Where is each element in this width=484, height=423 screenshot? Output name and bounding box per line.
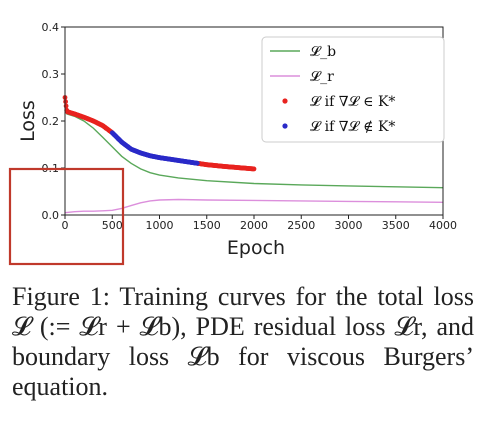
legend-marker xyxy=(282,123,288,129)
legend-label: 𝓛_r xyxy=(310,69,334,85)
y-tick-label: 0.0 xyxy=(42,209,60,222)
series-l-b xyxy=(64,97,444,189)
x-tick-label: 2000 xyxy=(240,219,268,232)
x-tick-label: 4000 xyxy=(429,219,457,232)
caption-text: Figure 1: Training curves for the total … xyxy=(12,282,474,401)
legend-label: 𝓛 if ∇𝓛 ∉ K* xyxy=(310,119,395,135)
x-tick-label: 3500 xyxy=(382,219,410,232)
x-tick-label: 1000 xyxy=(146,219,174,232)
series-l-if-grad-not-in-k- xyxy=(109,130,200,166)
series-line xyxy=(64,198,444,214)
legend-box xyxy=(261,36,445,143)
data-point xyxy=(63,99,68,105)
y-tick-label: 0.3 xyxy=(42,68,60,81)
x-tick-label: 0 xyxy=(62,219,69,232)
legend-label: 𝓛_b xyxy=(310,44,336,60)
legend-label: 𝓛 if ∇𝓛 ∈ K* xyxy=(310,94,395,110)
figure-caption: Figure 1: Training curves for the total … xyxy=(12,282,474,402)
x-tick-label: 500 xyxy=(102,219,123,232)
y-tick-label: 0.2 xyxy=(42,115,60,128)
chart: 0 500 1000 1500 2000 2500 3000 3500 40000.00.10.… xyxy=(8,21,458,266)
y-tick-label: 0.4 xyxy=(42,21,60,34)
data-point xyxy=(63,103,69,109)
highlight-box xyxy=(8,167,125,266)
data-point xyxy=(194,160,200,166)
plot-area xyxy=(62,95,444,214)
x-axis-label: Epoch xyxy=(227,237,285,259)
legend-marker xyxy=(282,98,288,104)
series-line xyxy=(64,97,444,189)
axes: 0 500 1000 1500 2000 2500 3000 3500 40000.00.10.… xyxy=(42,21,458,232)
legend: 𝓛_b 𝓛_r 𝓛 if ∇𝓛 ∈ K* 𝓛 if ∇𝓛 ∉ K* xyxy=(261,36,445,143)
series-l-r xyxy=(64,198,444,214)
x-tick-label: 3000 xyxy=(335,219,363,232)
x-tick-label: 2500 xyxy=(287,219,315,232)
x-tick-label: 1500 xyxy=(193,219,221,232)
y-axis-label: Loss xyxy=(17,100,39,142)
data-point xyxy=(251,166,257,172)
